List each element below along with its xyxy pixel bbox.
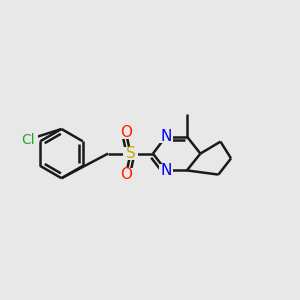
FancyBboxPatch shape (123, 147, 138, 160)
FancyBboxPatch shape (119, 126, 133, 139)
Text: Cl: Cl (22, 133, 35, 146)
Text: O: O (120, 125, 132, 140)
FancyBboxPatch shape (119, 168, 133, 181)
Text: O: O (120, 167, 132, 182)
Text: N: N (160, 129, 172, 144)
FancyBboxPatch shape (19, 133, 38, 146)
Text: N: N (160, 163, 172, 178)
FancyBboxPatch shape (159, 130, 172, 143)
FancyBboxPatch shape (159, 164, 172, 177)
Text: S: S (126, 146, 135, 161)
